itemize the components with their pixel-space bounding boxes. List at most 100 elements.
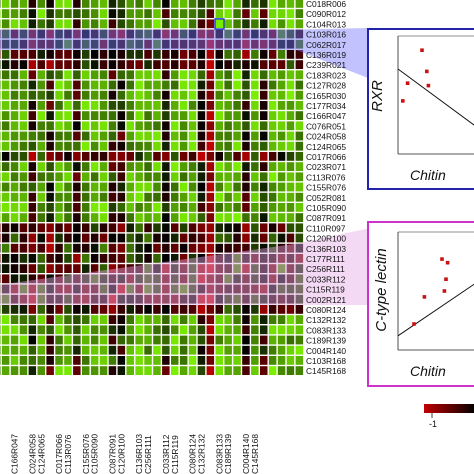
heatmap-cell (260, 80, 268, 90)
heatmap-cell (46, 366, 54, 375)
heatmap-cell (268, 264, 277, 273)
heatmap-cell (82, 50, 90, 59)
heatmap-cell (206, 152, 215, 161)
color-legend: -1 (424, 404, 474, 429)
heatmap-cell (188, 172, 197, 182)
heatmap-cell (135, 203, 143, 212)
heatmap-cell (28, 284, 37, 294)
heatmap-cell (10, 325, 19, 335)
heatmap-cell (144, 131, 152, 141)
heatmap-cell (233, 315, 241, 324)
heatmap-cell (268, 325, 277, 335)
heatmap-cell (46, 152, 54, 161)
heatmap-cell (286, 50, 295, 59)
heatmap-cell (55, 141, 63, 151)
heatmap-cell (55, 325, 63, 335)
heatmap-cell (224, 152, 232, 161)
heatmap-cell (82, 223, 90, 233)
row-label: C127R028 (306, 81, 346, 91)
heatmap-cell (19, 203, 28, 212)
heatmap-cell (268, 294, 277, 304)
heatmap-cell (99, 335, 108, 345)
heatmap-cell (162, 254, 170, 263)
heatmap-cell (286, 203, 295, 212)
heatmap-cell (233, 70, 241, 80)
heatmap-cell (37, 335, 45, 345)
heatmap-cell (1, 162, 10, 171)
heatmap-cell (64, 50, 72, 59)
heatmap-cell (10, 50, 19, 59)
heatmap-cell (206, 213, 215, 222)
heatmap-cell (268, 366, 277, 375)
heatmap-cell (206, 90, 215, 100)
heatmap-cell (277, 274, 286, 284)
heatmap-cell (28, 80, 37, 90)
heatmap-cell (37, 50, 45, 59)
heatmap-cell (10, 111, 19, 120)
heatmap-cell (126, 111, 134, 120)
heatmap-cell (295, 80, 304, 90)
heatmap-cell (162, 294, 170, 304)
heatmap-cell (197, 162, 206, 171)
heatmap-cell (64, 121, 72, 131)
heatmap-cell (162, 284, 170, 294)
heatmap-cell (28, 121, 37, 131)
heatmap-cell (268, 50, 277, 59)
heatmap-cell (179, 70, 188, 80)
heatmap-cell (153, 254, 161, 263)
heatmap-cell (1, 19, 10, 29)
heatmap-cell (37, 0, 45, 8)
heatmap-cell (55, 80, 63, 90)
heatmap-cell (37, 213, 45, 222)
heatmap-cell (117, 366, 126, 375)
heatmap-cell (135, 264, 143, 273)
row-label: C103R016 (306, 30, 346, 40)
inset-x-label: Chitin (410, 167, 446, 183)
heatmap-cell (188, 233, 197, 243)
heatmap-cell (188, 152, 197, 161)
heatmap-cell (242, 213, 250, 222)
heatmap-cell (153, 274, 161, 284)
heatmap-cell (153, 182, 161, 192)
heatmap-cell (179, 233, 188, 243)
row-label: C002R121 (306, 295, 346, 305)
heatmap-cell (215, 80, 223, 90)
heatmap-cell (135, 345, 143, 355)
heatmap-cell (251, 264, 259, 273)
heatmap-cell (224, 172, 232, 182)
heatmap-cell (135, 80, 143, 90)
heatmap-cell (99, 233, 108, 243)
heatmap-cell (135, 335, 143, 345)
heatmap-cell (153, 19, 161, 29)
heatmap-cell (73, 121, 81, 131)
heatmap-cell (188, 0, 197, 8)
heatmap-cell (277, 192, 286, 202)
heatmap-cell (64, 233, 72, 243)
heatmap-cell (28, 264, 37, 273)
heatmap-cell (144, 50, 152, 59)
heatmap-cell (90, 60, 99, 69)
heatmap-cell (0, 101, 1, 110)
heatmap-cell (171, 152, 179, 161)
heatmap-cell (144, 254, 152, 263)
heatmap-cell (117, 254, 126, 263)
heatmap-cell (286, 182, 295, 192)
heatmap-cell (19, 335, 28, 345)
heatmap-cell (144, 294, 152, 304)
heatmap-cell (144, 315, 152, 324)
inset-frame (367, 221, 474, 387)
heatmap-cell (73, 9, 81, 18)
heatmap-cell (82, 274, 90, 284)
heatmap-cell (171, 0, 179, 8)
heatmap-cell (10, 203, 19, 212)
heatmap-cell (37, 19, 45, 29)
heatmap-cell (19, 101, 28, 110)
inset-x-label: Chitin (410, 363, 446, 379)
heatmap-cell (37, 274, 45, 284)
heatmap-cell (144, 9, 152, 18)
heatmap-cell (55, 223, 63, 233)
heatmap-cell (1, 223, 10, 233)
heatmap-cell (224, 19, 232, 29)
row-label: C062R017 (306, 40, 346, 50)
heatmap-cell (260, 274, 268, 284)
